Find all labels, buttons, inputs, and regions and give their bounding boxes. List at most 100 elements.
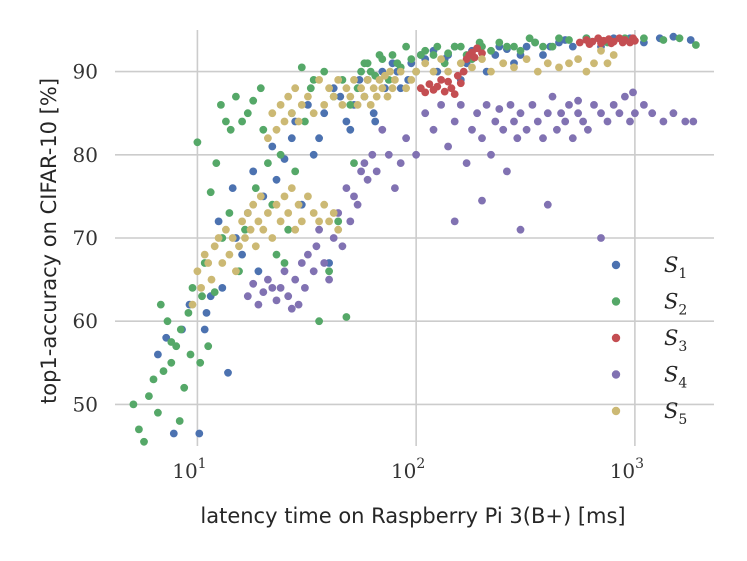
point-s4 [301,284,309,292]
point-s2 [156,300,165,309]
point-s5 [264,209,272,217]
point-s5 [225,250,234,259]
point-s2 [487,46,495,55]
point-s1 [669,32,678,41]
point-s1 [268,142,277,151]
point-s4 [338,242,347,251]
point-s2 [402,42,410,51]
point-s5 [193,267,202,276]
point-s5 [297,101,306,109]
point-s2 [196,358,205,367]
point-s5 [357,84,365,93]
point-s4 [284,292,293,301]
point-s2 [193,138,202,147]
point-s2 [495,38,504,47]
point-s4 [450,117,459,126]
point-s4 [368,150,377,159]
legend-series-sub: 5 [678,412,687,428]
point-s5 [597,46,605,55]
legend-series-sub: 3 [678,339,687,355]
point-s2 [167,338,176,346]
point-s5 [243,209,252,217]
point-s5 [204,259,213,267]
point-s2 [225,209,234,217]
point-s2 [306,84,315,93]
point-s1 [539,51,547,59]
point-s4 [574,96,582,105]
point-s2 [516,46,525,55]
point-s5 [329,209,338,217]
point-s4 [603,117,612,126]
point-s5 [280,117,289,126]
point-s3 [607,39,616,48]
point-s4 [590,101,598,109]
point-s3 [453,71,462,80]
point-s5 [291,84,300,93]
point-s4 [412,150,420,159]
point-s2 [238,117,247,126]
point-s5 [555,63,563,72]
y-tick-label: 70 [73,226,98,250]
point-s5 [478,55,486,63]
point-s5 [407,76,416,84]
point-s4 [543,109,552,118]
legend-label-s4: S4 [664,363,687,392]
point-s2 [222,117,230,126]
point-s4 [516,109,525,118]
point-s2 [320,67,329,76]
point-s5 [334,76,343,84]
point-s4 [631,109,639,118]
point-s1 [346,125,355,134]
point-s5 [499,59,508,68]
point-s1 [568,42,577,51]
point-s2 [450,42,459,51]
point-s4 [478,196,486,205]
point-s4 [264,275,272,284]
point-s5 [412,67,420,76]
point-s4 [297,259,306,267]
point-s5 [287,184,296,193]
y-tick-label: 90 [73,60,98,84]
point-s2 [204,342,213,351]
point-s1 [200,325,209,334]
point-s5 [375,76,384,84]
point-s3 [618,38,627,47]
point-s4 [510,117,518,126]
point-s4 [568,134,577,143]
x-tick-base: 10 [391,459,416,483]
point-s5 [325,84,333,93]
point-s2 [241,225,249,234]
legend-label-s5: S5 [664,399,687,428]
point-s4 [346,217,355,226]
point-s4 [287,304,296,313]
point-s5 [421,59,430,68]
point-s4 [350,192,358,201]
legend-marker-s5 [611,406,621,416]
point-s4 [468,125,476,134]
legend-series-sub: 2 [678,303,687,319]
point-s4 [539,134,547,143]
legend-series-sub: 1 [678,266,687,282]
point-s4 [444,142,452,151]
point-s2 [301,117,309,126]
point-s4 [522,125,531,134]
point-s5 [259,225,268,234]
point-s3 [447,84,456,93]
point-s1 [154,350,162,359]
legend-label-s2: S2 [664,290,687,319]
point-s2 [375,51,384,59]
point-s5 [350,76,358,84]
point-s3 [629,34,637,43]
point-s4 [473,109,481,118]
point-s4 [254,300,263,309]
point-s4 [391,184,399,193]
point-s2 [421,46,430,55]
point-s5 [291,225,300,234]
point-s4 [309,267,318,276]
point-s5 [437,55,445,63]
point-s5 [396,67,405,76]
point-s3 [425,80,434,88]
legend-series-name: S [664,290,678,314]
point-s4 [669,109,678,118]
